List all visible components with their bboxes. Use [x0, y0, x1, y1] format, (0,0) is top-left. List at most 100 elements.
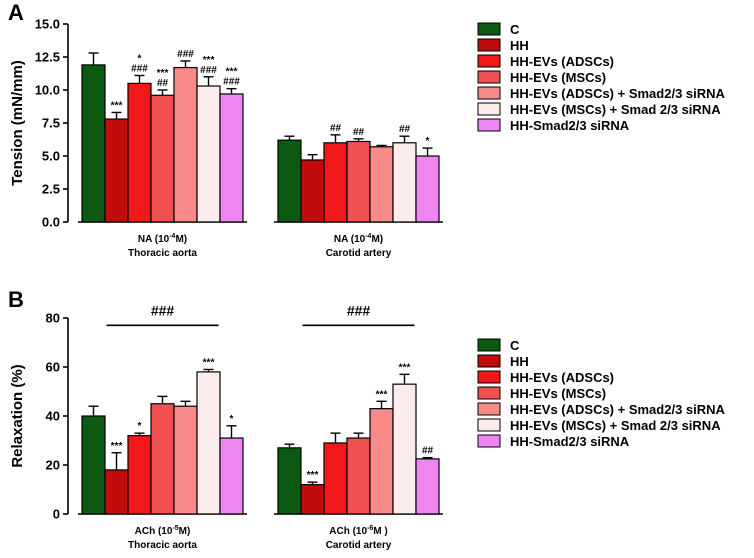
significance-label: ###: [200, 65, 217, 76]
y-tick-label: 20: [46, 458, 60, 473]
category-label-tissue: Carotid artery: [326, 540, 392, 551]
y-tick-label: 10.0: [35, 83, 60, 98]
y-tick-label: 7.5: [42, 116, 60, 131]
legend-label: HH-EVs (ADSCs): [510, 54, 614, 69]
legend-swatch: [477, 386, 501, 400]
category-label-exponent: -6: [367, 525, 373, 532]
legend-label: HH-EVs (MSCs) + Smad 2/3 siRNA: [510, 418, 721, 433]
significance-label: ***: [203, 357, 215, 368]
y-tick-label: 80: [46, 311, 60, 326]
legend-label: HH-Smad2/3 siRNA: [510, 118, 630, 133]
y-tick-label: 40: [46, 409, 60, 424]
category-label-prefix: ACh (10: [135, 526, 173, 537]
significance-label: ##: [353, 127, 365, 138]
legend-swatch: [477, 38, 501, 52]
bar-hh-evs-adscs-smad2-3-sirna: [369, 146, 394, 223]
legend-label: HH-EVs (MSCs) + Smad 2/3 siRNA: [510, 102, 721, 117]
significance-label: ##: [157, 78, 169, 89]
category-label-tissue: Thoracic aorta: [128, 248, 197, 259]
bar-hh-evs-mscs-smad-2-3-sirna: [392, 383, 417, 515]
bar-hh: [300, 484, 325, 515]
comparison-bracket-label: ###: [347, 302, 371, 318]
legend-label: HH-Smad2/3 siRNA: [510, 434, 630, 449]
bar-hh-smad2-3-sirna: [415, 458, 440, 515]
bar-hh-smad2-3-sirna: [415, 155, 440, 223]
legend-label: HH: [510, 38, 529, 53]
bar-c: [81, 64, 106, 223]
category-label-condition: NA (10-4M): [334, 233, 383, 245]
category-label-suffix: M): [175, 234, 187, 245]
legend-swatch: [477, 338, 501, 352]
significance-label: *: [138, 53, 142, 64]
panel-letter-b: B: [8, 287, 24, 312]
category-label-exponent: -4: [169, 233, 175, 240]
legend-label: C: [510, 338, 520, 353]
significance-label: ##: [422, 446, 434, 457]
significance-label: ***: [376, 389, 388, 400]
legend-swatch: [477, 354, 501, 368]
bar-hh-evs-mscs-: [346, 437, 371, 515]
significance-label: *: [426, 136, 430, 147]
legend-swatch: [477, 118, 501, 132]
legend-label: HH: [510, 354, 529, 369]
y-axis-title: Relaxation (%): [9, 364, 26, 467]
category-label-exponent: -4: [365, 233, 371, 240]
significance-label: ##: [399, 124, 411, 135]
bar-hh-smad2-3-sirna: [219, 93, 244, 223]
legend-swatch: [477, 54, 501, 68]
significance-label: ***: [203, 55, 215, 66]
bar-c: [81, 415, 106, 515]
bar-hh-evs-mscs-: [150, 94, 175, 223]
significance-label: ***: [399, 362, 411, 373]
legend-swatch: [477, 70, 501, 84]
bar-hh-evs-adscs-: [127, 435, 152, 515]
bar-hh-evs-adscs-smad2-3-sirna: [173, 66, 198, 223]
legend-label: HH-EVs (ADSCs) + Smad2/3 siRNA: [510, 86, 726, 101]
bar-hh-evs-adscs-smad2-3-sirna: [369, 408, 394, 515]
legend-swatch: [477, 434, 501, 448]
significance-label: ***: [157, 68, 169, 79]
legend-swatch: [477, 102, 501, 116]
category-label-condition: ACh (10-5M): [135, 525, 191, 537]
category-label-condition: NA (10-4M): [138, 233, 187, 245]
significance-label: ###: [131, 63, 148, 74]
panel-a: A Tension (mN/mm) 0.0 2.5 5.0 7.5 10.0 12.5 15.0…: [8, 0, 726, 259]
legend-swatch: [477, 22, 501, 36]
y-tick-label: 60: [46, 360, 60, 375]
bar-hh-evs-mscs-smad-2-3-sirna: [196, 371, 221, 515]
category-label-tissue: Thoracic aorta: [128, 540, 197, 551]
significance-label: *: [230, 414, 234, 425]
legend-swatch: [477, 370, 501, 384]
category-label-exponent: -5: [172, 525, 178, 532]
bar-hh-smad2-3-sirna: [219, 437, 244, 515]
significance-label: ***: [111, 441, 123, 452]
category-label-prefix: ACh (10: [329, 526, 367, 537]
significance-label: ##: [330, 123, 342, 134]
y-tick-label: 5.0: [42, 149, 60, 164]
y-tick-label: 12.5: [35, 50, 60, 65]
y-tick-label: 15.0: [35, 17, 60, 32]
category-label-tissue: Carotid artery: [326, 248, 392, 259]
bar-hh-evs-adscs-: [127, 82, 152, 223]
category-label-suffix: M): [179, 526, 191, 537]
category-label-condition: ACh (10-6M ): [329, 525, 387, 537]
bar-hh-evs-mscs-smad-2-3-sirna: [196, 85, 221, 223]
legend-label: C: [510, 22, 520, 37]
bar-hh: [300, 159, 325, 223]
bar-c: [277, 447, 302, 515]
significance-label: ###: [223, 77, 240, 88]
y-tick-label: 0.0: [42, 215, 60, 230]
y-axis-title: Tension (mN/mm): [9, 60, 26, 186]
y-tick-label: 2.5: [42, 182, 60, 197]
y-tick-label: 0: [53, 507, 60, 522]
legend-swatch: [477, 86, 501, 100]
category-label-suffix: M ): [373, 526, 387, 537]
legend-swatch: [477, 402, 501, 416]
significance-label: ***: [226, 67, 238, 78]
bar-hh-evs-adscs-: [323, 142, 348, 223]
bar-c: [277, 139, 302, 223]
legend-swatch: [477, 418, 501, 432]
significance-label: *: [138, 421, 142, 432]
